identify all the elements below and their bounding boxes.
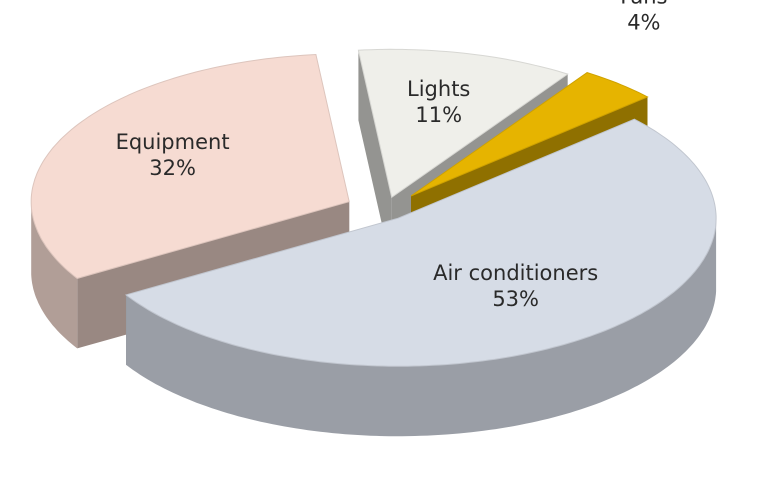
slice-wall [31, 201, 78, 349]
category-label: Air conditioners [433, 261, 598, 285]
category-label: Equipment [116, 130, 230, 154]
slice-wall [126, 218, 717, 437]
value-label: 4% [627, 10, 660, 34]
value-label: 32% [149, 156, 196, 180]
value-label: 53% [492, 287, 539, 311]
slice-side [358, 50, 392, 268]
category-label: Lights [407, 77, 470, 101]
slice [410, 72, 649, 197]
slice-label: Fans 4% [620, 0, 667, 34]
category-label: Fans [620, 0, 667, 8]
slice [357, 48, 569, 199]
slice [124, 118, 717, 367]
value-label: 11% [415, 103, 462, 127]
slice [30, 53, 350, 279]
